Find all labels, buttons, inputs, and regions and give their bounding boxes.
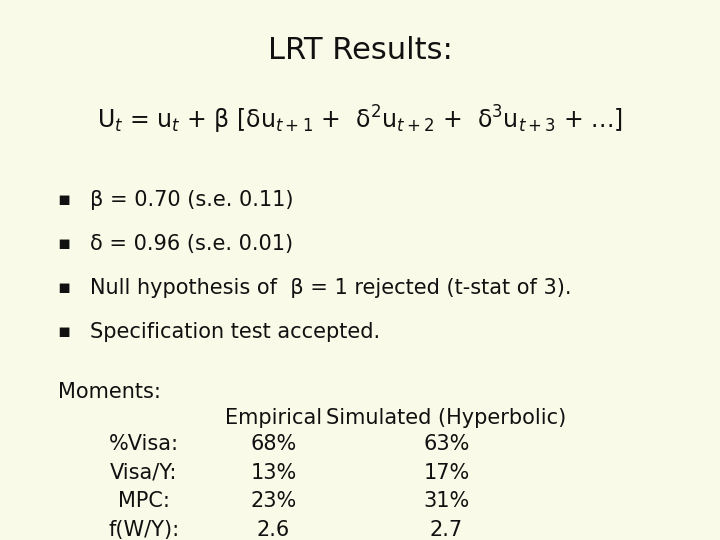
- Text: 63%: 63%: [423, 434, 469, 454]
- Text: Specification test accepted.: Specification test accepted.: [90, 322, 380, 342]
- Text: Visa/Y:: Visa/Y:: [110, 463, 178, 483]
- Text: 17%: 17%: [423, 463, 469, 483]
- Text: Moments:: Moments:: [58, 382, 161, 402]
- Text: ▪: ▪: [58, 278, 71, 297]
- Text: LRT Results:: LRT Results:: [268, 36, 452, 65]
- Text: β = 0.70 (s.e. 0.11): β = 0.70 (s.e. 0.11): [90, 190, 294, 210]
- Text: δ = 0.96 (s.e. 0.01): δ = 0.96 (s.e. 0.01): [90, 234, 293, 254]
- Text: 23%: 23%: [251, 491, 297, 511]
- Text: Empirical: Empirical: [225, 408, 322, 428]
- Text: f(W/Y):: f(W/Y):: [109, 520, 179, 540]
- Text: 31%: 31%: [423, 491, 469, 511]
- Text: U$_t$ = u$_t$ + β [δu$_{t+1}$ +  δ$^2$u$_{t+2}$ +  δ$^3$u$_{t+3}$ + ...]: U$_t$ = u$_t$ + β [δu$_{t+1}$ + δ$^2$u$_…: [97, 104, 623, 136]
- Text: 2.7: 2.7: [430, 520, 463, 540]
- Text: 2.6: 2.6: [257, 520, 290, 540]
- Text: ▪: ▪: [58, 322, 71, 341]
- Text: 13%: 13%: [251, 463, 297, 483]
- Text: ▪: ▪: [58, 234, 71, 253]
- Text: MPC:: MPC:: [118, 491, 170, 511]
- Text: Null hypothesis of  β = 1 rejected (t-stat of 3).: Null hypothesis of β = 1 rejected (t-sta…: [90, 278, 572, 298]
- Text: %Visa:: %Visa:: [109, 434, 179, 454]
- Text: 68%: 68%: [251, 434, 297, 454]
- Text: ▪: ▪: [58, 190, 71, 209]
- Text: Simulated (Hyperbolic): Simulated (Hyperbolic): [326, 408, 567, 428]
